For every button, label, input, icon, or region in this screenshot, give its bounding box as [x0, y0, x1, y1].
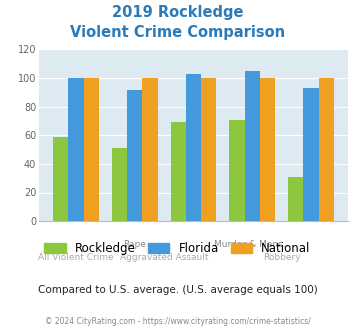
Bar — [84, 78, 99, 221]
Bar — [53, 137, 69, 221]
Bar — [186, 74, 201, 221]
Text: Rape: Rape — [123, 240, 146, 249]
Bar — [127, 89, 142, 221]
Text: Aggravated Assault: Aggravated Assault — [120, 252, 208, 262]
Bar — [142, 78, 158, 221]
Text: © 2024 CityRating.com - https://www.cityrating.com/crime-statistics/: © 2024 CityRating.com - https://www.city… — [45, 317, 310, 326]
Text: Robbery: Robbery — [263, 252, 300, 262]
Bar — [245, 71, 260, 221]
Text: Compared to U.S. average. (U.S. average equals 100): Compared to U.S. average. (U.S. average … — [38, 285, 317, 295]
Legend: Rockledge, Florida, National: Rockledge, Florida, National — [40, 237, 315, 260]
Bar — [288, 177, 303, 221]
Bar — [69, 78, 84, 221]
Bar — [201, 78, 217, 221]
Bar — [318, 78, 334, 221]
Bar — [229, 119, 245, 221]
Bar — [112, 148, 127, 221]
Text: 2019 Rockledge: 2019 Rockledge — [112, 5, 243, 20]
Bar — [260, 78, 275, 221]
Bar — [170, 122, 186, 221]
Text: Violent Crime Comparison: Violent Crime Comparison — [70, 25, 285, 40]
Bar — [303, 88, 318, 221]
Text: Murder & Mans...: Murder & Mans... — [213, 240, 291, 249]
Text: All Violent Crime: All Violent Crime — [38, 252, 114, 262]
